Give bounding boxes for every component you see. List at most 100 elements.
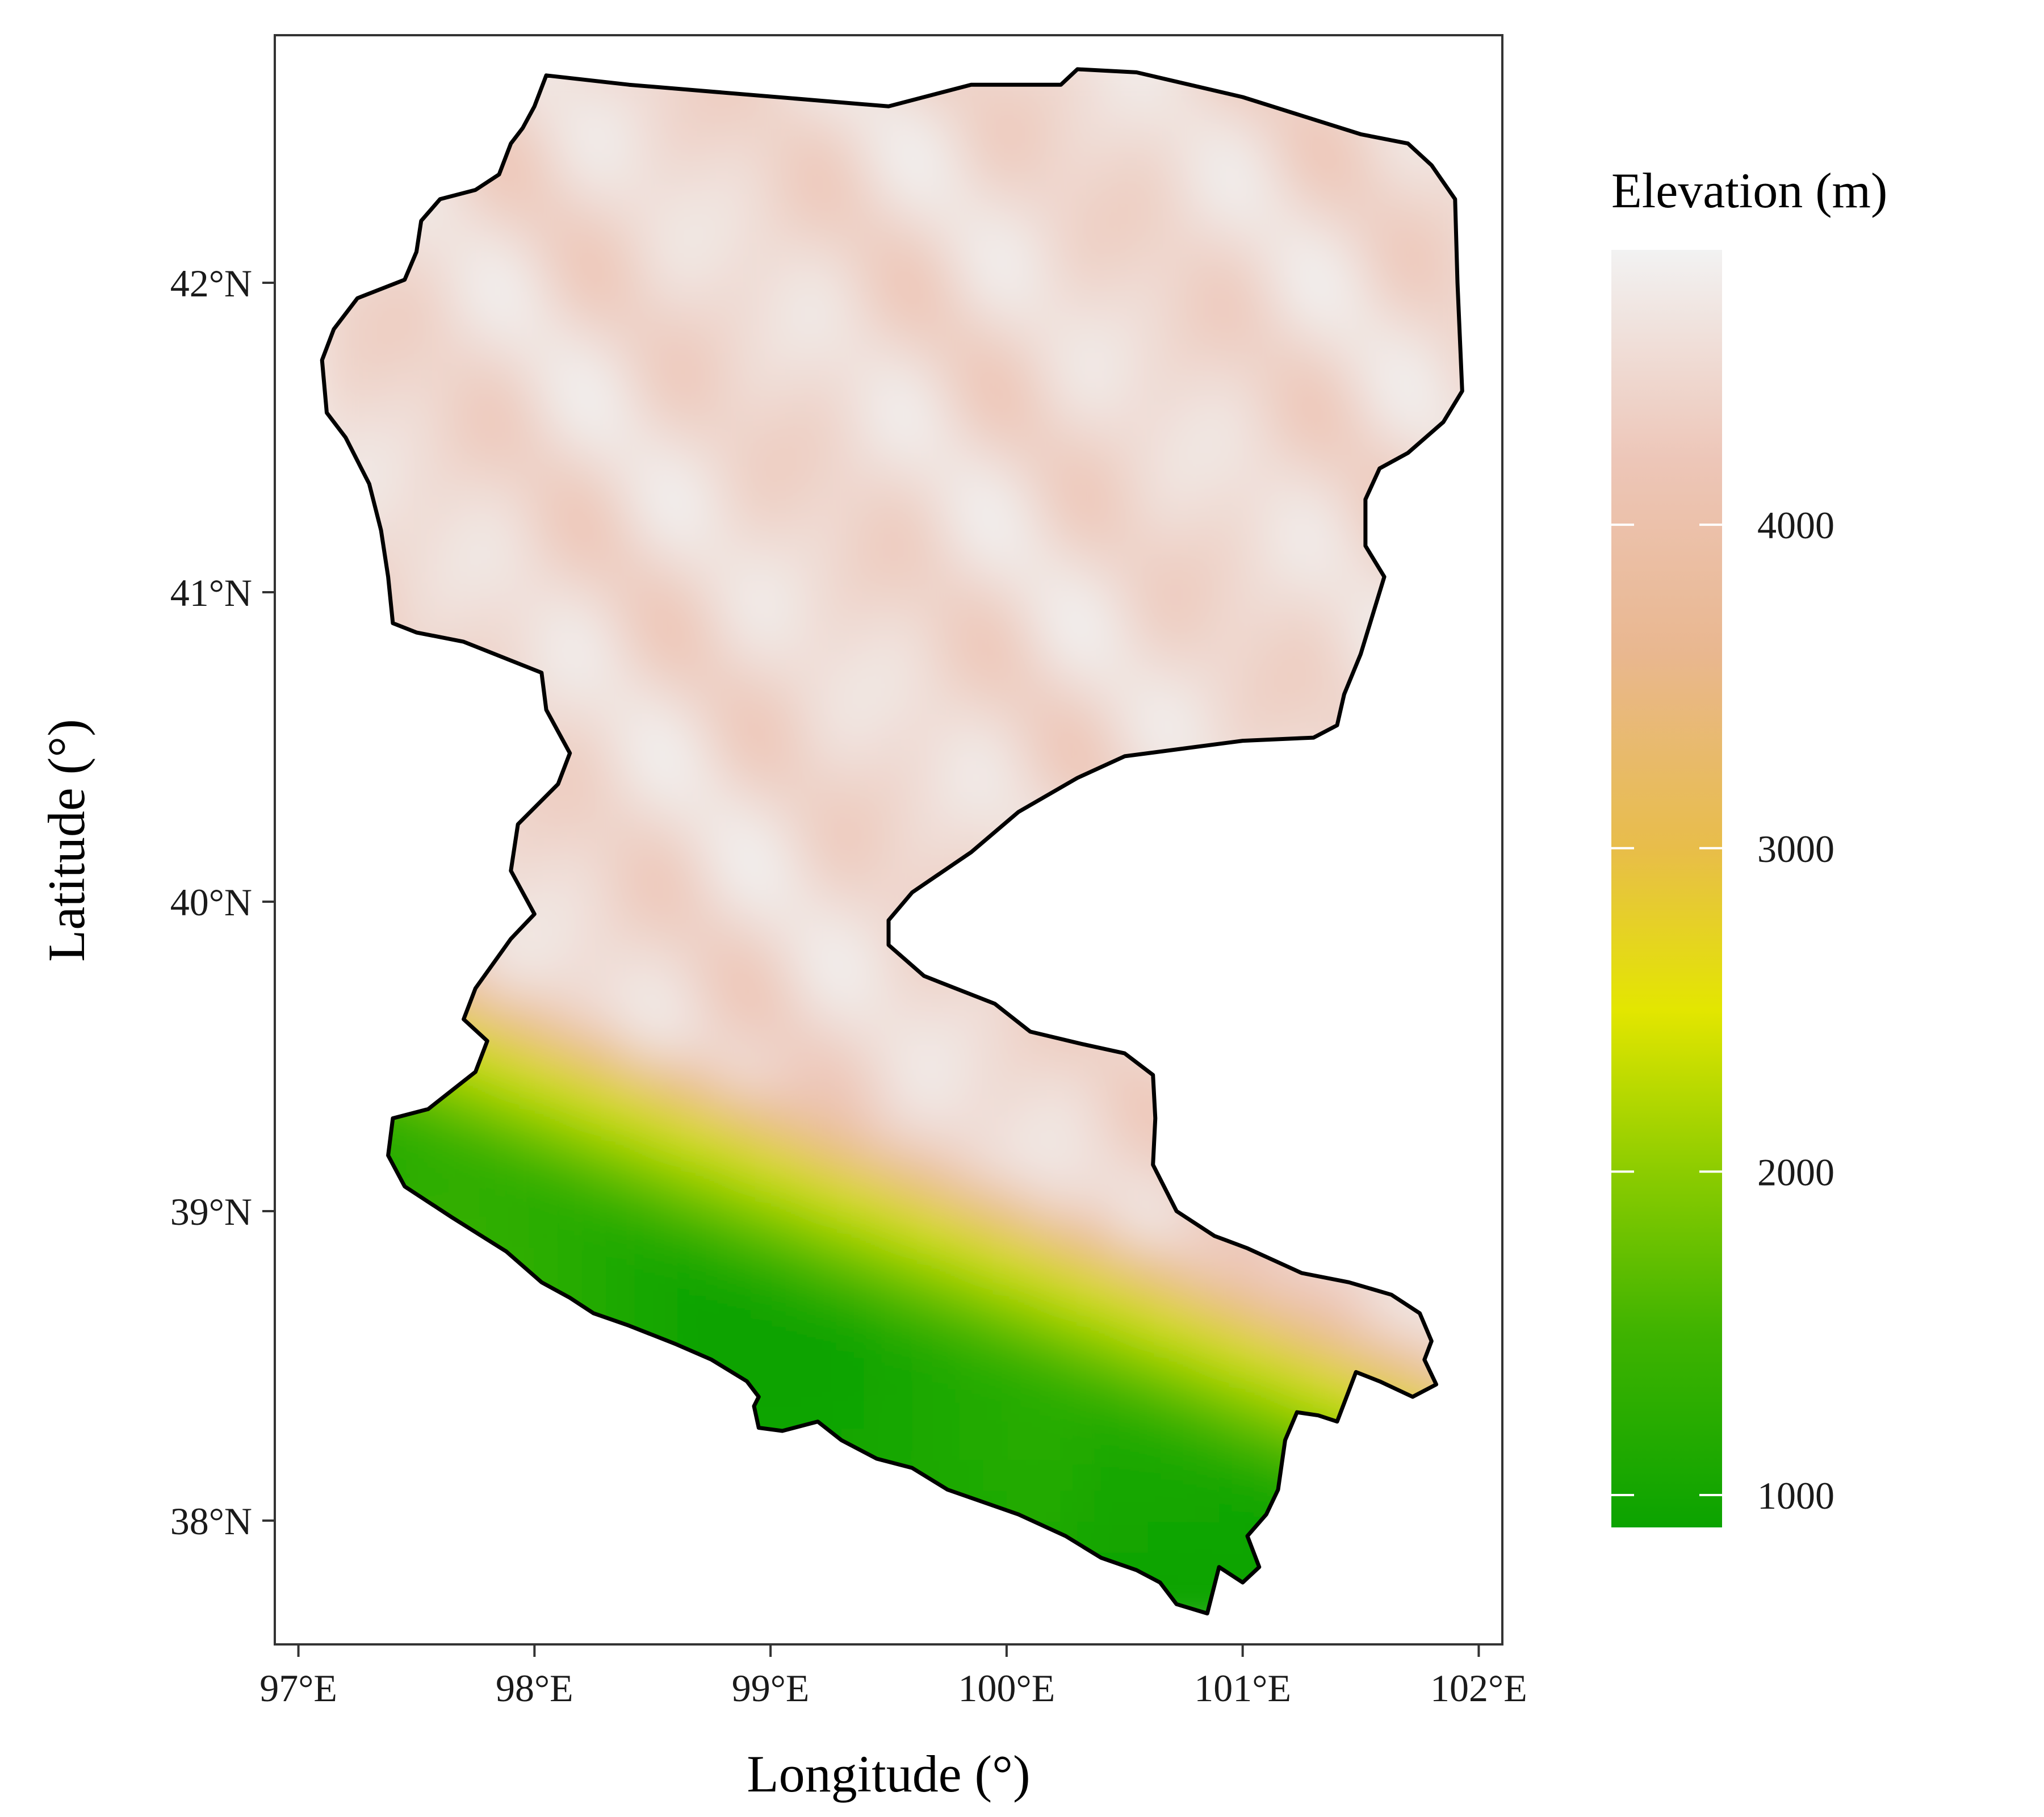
raster-cell bbox=[841, 313, 866, 346]
raster-cell bbox=[841, 375, 866, 408]
raster-cell bbox=[1054, 97, 1079, 129]
raster-cell bbox=[841, 654, 866, 686]
raster-cell bbox=[1030, 1397, 1055, 1429]
raster-cell bbox=[1124, 1335, 1150, 1367]
raster-cell bbox=[487, 561, 512, 593]
raster-cell bbox=[1101, 1273, 1126, 1305]
raster-cell bbox=[1289, 561, 1315, 593]
raster-cell bbox=[629, 964, 654, 996]
raster-cell bbox=[510, 499, 536, 531]
raster-cell bbox=[1242, 375, 1268, 408]
raster-cell bbox=[652, 221, 677, 253]
raster-cell bbox=[1384, 407, 1409, 439]
raster-cell bbox=[581, 97, 607, 129]
raster-cell bbox=[1384, 1335, 1409, 1367]
raster-cell bbox=[1101, 1489, 1126, 1522]
raster-cell bbox=[1195, 252, 1221, 284]
raster-cell bbox=[936, 1366, 961, 1398]
raster-cell bbox=[700, 407, 724, 439]
raster-cell bbox=[912, 1335, 937, 1367]
raster-cell bbox=[1077, 375, 1103, 408]
raster-cell bbox=[1289, 654, 1315, 686]
raster-cell bbox=[700, 252, 724, 284]
raster-cell bbox=[794, 375, 819, 408]
raster-cell bbox=[416, 1149, 442, 1182]
raster-cell bbox=[1360, 1335, 1386, 1367]
raster-cell bbox=[959, 1056, 985, 1088]
raster-cell bbox=[1006, 716, 1032, 748]
raster-cell bbox=[676, 994, 701, 1027]
raster-cell bbox=[652, 778, 677, 810]
raster-cell bbox=[534, 870, 559, 903]
raster-cell bbox=[889, 530, 914, 563]
raster-cell bbox=[841, 1273, 866, 1305]
raster-cell bbox=[1360, 159, 1386, 191]
raster-cell bbox=[629, 499, 654, 531]
raster-cell bbox=[676, 252, 701, 284]
raster-cell bbox=[581, 1118, 607, 1150]
raster-cell bbox=[1006, 221, 1032, 253]
raster-cell bbox=[794, 221, 819, 253]
raster-cell bbox=[889, 716, 914, 748]
raster-cell bbox=[510, 1056, 536, 1088]
raster-cell bbox=[558, 159, 583, 191]
raster-cell bbox=[510, 313, 536, 346]
raster-cell bbox=[889, 283, 914, 315]
raster-cell bbox=[1195, 468, 1221, 501]
raster-cell bbox=[936, 1087, 961, 1120]
raster-cell bbox=[676, 468, 701, 501]
raster-cell bbox=[723, 1304, 748, 1336]
raster-cell bbox=[1054, 1459, 1079, 1491]
raster-cell bbox=[818, 313, 843, 346]
raster-cell bbox=[959, 716, 985, 748]
raster-cell bbox=[1077, 283, 1103, 315]
raster-cell bbox=[1030, 407, 1055, 439]
raster-cell bbox=[889, 190, 914, 222]
raster-cell bbox=[652, 685, 677, 717]
raster-cell bbox=[1242, 345, 1268, 377]
raster-cell bbox=[865, 654, 890, 686]
raster-cell bbox=[652, 716, 677, 748]
raster-cell bbox=[581, 283, 607, 315]
raster-cell bbox=[936, 313, 961, 346]
raster-cell bbox=[652, 747, 677, 779]
raster-cell bbox=[510, 964, 536, 996]
raster-cell bbox=[1171, 654, 1197, 686]
raster-cell bbox=[959, 530, 985, 563]
raster-cell bbox=[936, 1242, 961, 1274]
raster-cell bbox=[1289, 468, 1315, 501]
raster-cell bbox=[865, 437, 890, 470]
raster-cell bbox=[747, 592, 772, 625]
raster-cell bbox=[1242, 221, 1268, 253]
raster-cell bbox=[1195, 128, 1221, 160]
raster-cell bbox=[605, 530, 630, 563]
raster-cell bbox=[1148, 1242, 1173, 1274]
raster-cell bbox=[629, 561, 654, 593]
raster-cell bbox=[1101, 97, 1126, 129]
raster-cell bbox=[770, 994, 795, 1027]
raster-cell bbox=[392, 530, 418, 563]
raster-cell bbox=[983, 1149, 1008, 1182]
raster-cell bbox=[700, 592, 724, 625]
raster-cell bbox=[676, 1304, 701, 1336]
raster-cell bbox=[818, 623, 843, 655]
raster-cell bbox=[1313, 530, 1338, 563]
raster-cell bbox=[1030, 499, 1055, 531]
raster-cell bbox=[534, 1087, 559, 1120]
raster-cell bbox=[700, 1273, 724, 1305]
raster-cell bbox=[818, 870, 843, 903]
raster-cell bbox=[463, 530, 489, 563]
raster-cell bbox=[1195, 313, 1221, 346]
raster-cell bbox=[983, 561, 1008, 593]
raster-cell bbox=[770, 1025, 795, 1058]
raster-cell bbox=[1006, 1211, 1032, 1244]
raster-cell bbox=[818, 1118, 843, 1150]
raster-cell bbox=[581, 778, 607, 810]
raster-cell bbox=[605, 1180, 630, 1212]
raster-cell bbox=[676, 778, 701, 810]
raster-cell bbox=[818, 468, 843, 501]
raster-cell bbox=[818, 778, 843, 810]
raster-cell bbox=[794, 932, 819, 965]
raster-cell bbox=[889, 313, 914, 346]
raster-cell bbox=[794, 1118, 819, 1150]
